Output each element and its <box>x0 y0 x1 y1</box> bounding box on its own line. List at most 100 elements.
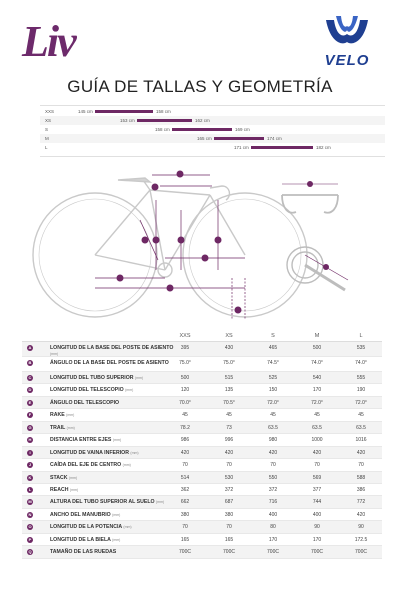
table-cell: 70 <box>182 524 188 531</box>
row-unit: (mm) <box>122 463 131 468</box>
row-label-text: STACK <box>50 474 68 481</box>
row-letter-badge: N <box>27 511 33 518</box>
table-cell: 569 <box>312 474 322 481</box>
table-cell: 377 <box>312 486 322 493</box>
row-label-text: TRAIL <box>50 424 66 431</box>
row-unit: (mm) <box>112 537 121 542</box>
col-header: XXS <box>179 333 191 339</box>
row-label: ALTURA DEL TUBO SUPERIOR AL SUELO (mm) <box>50 499 180 505</box>
col-header: XS <box>225 333 233 339</box>
table-cell: 380 <box>224 511 234 518</box>
size-min: 158 cm <box>155 127 170 132</box>
table-row: N ANCHO DEL MANUBRIO (mm) 380 380 400 400 420 <box>22 509 382 522</box>
row-label: TRAIL (mm) <box>50 425 180 431</box>
size-max: 169 cm <box>235 127 250 132</box>
row-label: LONGITUD DEL TUBO SUPERIOR (mm) <box>50 375 180 381</box>
table-cell: 420 <box>312 449 322 456</box>
table-cell: 525 <box>268 375 278 381</box>
table-cell: 372 <box>224 486 234 493</box>
size-max: 174 cm <box>267 136 282 141</box>
row-label-text: DISTANCIA ENTRE EJES <box>50 437 112 444</box>
table-cell: 420 <box>180 449 190 456</box>
size-bar <box>251 146 313 149</box>
row-letter-badge: G <box>27 424 33 431</box>
liv-logo: Liv <box>22 17 77 66</box>
row-label: LONGITUD DE VAINA INFERIOR (mm) <box>50 450 180 456</box>
row-letter-badge: P <box>27 536 33 543</box>
size-bar <box>214 137 264 140</box>
row-label: DISTANCIA ENTRE EJES (mm) <box>50 437 180 443</box>
row-label: LONGITUD DEL TELESCOPIO (mm) <box>50 387 180 393</box>
row-letter-badge: E <box>27 399 33 406</box>
table-cell: 190 <box>356 387 366 394</box>
table-cell: 986 <box>180 437 190 444</box>
table-cell: 70 <box>182 462 188 469</box>
table-cell: 74.0° <box>311 360 323 366</box>
table-cell: 540 <box>312 375 322 381</box>
row-unit: (mm) <box>155 500 165 505</box>
size-bar <box>95 110 153 113</box>
table-cell: 420 <box>356 511 366 518</box>
size-max: 158 cm <box>156 109 171 114</box>
table-cell: 535 <box>356 345 366 351</box>
table-cell: 380 <box>180 511 190 518</box>
table-cell: 80 <box>270 524 276 531</box>
table-cell: 420 <box>268 449 278 456</box>
table-cell: 70 <box>226 524 232 531</box>
table-cell: 172.5 <box>354 536 368 543</box>
table-cell: 500 <box>180 375 190 381</box>
row-unit: (mm) <box>68 475 78 480</box>
table-cell: 165 <box>180 536 190 543</box>
size-label: XS <box>45 118 52 123</box>
table-cell: 514 <box>180 474 190 481</box>
table-cell: 980 <box>268 437 278 444</box>
row-label-text: LONGITUD DE VAINA INFERIOR <box>50 449 129 456</box>
table-row: B ÁNGULO DE LA BASE DEL POSTE DE ASIENTO 7… <box>22 357 382 372</box>
row-unit: (mm) <box>125 388 134 393</box>
table-cell: 465 <box>268 345 278 351</box>
table-row: A LONGITUD DE LA BASE DEL POSTE DE ASIENT… <box>22 342 382 357</box>
row-letter-badge: A <box>27 345 33 351</box>
size-range-row: XXS 145 cm 158 cm <box>40 107 385 116</box>
size-min: 171 cm <box>234 145 249 150</box>
table-cell: 63.5 <box>356 424 366 431</box>
table-cell: 430 <box>224 345 234 351</box>
table-cell: 500 <box>312 345 322 351</box>
size-range-row: L 171 cm 182 cm <box>40 143 385 152</box>
table-header: XXS XS S M L <box>22 330 382 342</box>
table-cell: 400 <box>268 511 278 518</box>
table-cell: 72.0° <box>311 399 323 406</box>
table-cell: 395 <box>180 345 190 351</box>
row-letter-badge: C <box>27 375 33 381</box>
size-bar <box>172 128 232 131</box>
table-row: Q TAMAÑO DE LAS RUEDAS 700C 700C 700C 700C 700… <box>22 546 382 559</box>
table-row: J CAÍDA DEL EJE DE CENTRO (mm) 70 70 70 70 70 <box>22 459 382 472</box>
row-label-text: REACH <box>50 486 69 493</box>
table-cell: 70.5° <box>223 399 235 406</box>
table-cell: 90 <box>314 524 320 531</box>
table-cell: 45 <box>314 412 320 419</box>
table-cell: 70.0° <box>179 399 191 406</box>
table-row: G TRAIL (mm) 78.2 73 63.5 63.5 63.5 <box>22 421 382 435</box>
row-unit: (mm) <box>66 425 75 430</box>
velo-wordmark: VELO <box>324 52 370 69</box>
row-label: LONGITUD DE LA POTENCIA (mm) <box>50 524 180 530</box>
row-unit: (mm) <box>134 376 144 380</box>
size-max: 162 cm <box>195 118 210 123</box>
table-cell: 70 <box>358 462 364 469</box>
size-label: L <box>45 145 48 150</box>
row-unit: (mm) <box>130 450 139 455</box>
table-cell: 400 <box>312 511 322 518</box>
size-label: XXS <box>45 109 55 114</box>
table-cell: 45 <box>358 412 364 419</box>
row-letter-badge: O <box>27 524 33 531</box>
row-letter-badge: K <box>27 474 33 481</box>
table-cell: 165 <box>224 536 234 543</box>
row-letter-badge: F <box>27 412 33 419</box>
velo-mark-icon <box>326 16 368 44</box>
row-label-text: LONGITUD DE LA BIELA <box>50 536 111 543</box>
table-cell: 687 <box>224 499 234 506</box>
row-label-text: RAKE <box>50 412 65 419</box>
row-unit: (mm) <box>112 512 121 517</box>
row-label: ÁNGULO DE LA BASE DEL POSTE DE ASIENTO <box>50 360 180 366</box>
